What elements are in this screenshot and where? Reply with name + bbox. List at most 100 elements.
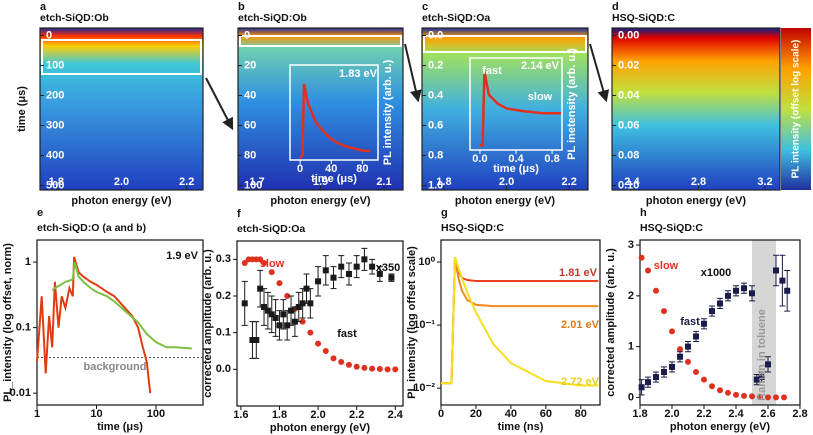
- data-line: [51, 261, 192, 350]
- marker: [299, 300, 306, 307]
- marker: [322, 267, 329, 274]
- plot-frame: [36, 239, 204, 406]
- panel-title: etch-SiQD:Oa: [237, 223, 305, 235]
- x-tick-label: 2.0: [310, 409, 325, 421]
- x-tick-label: 0.4: [508, 153, 524, 165]
- panel-title: etch-SiQD:Ob: [238, 12, 307, 24]
- x-tick-label: 2.1: [376, 176, 391, 188]
- marker: [330, 355, 337, 362]
- x-tick-label: 1.7: [249, 176, 264, 188]
- panel-letter: h: [640, 207, 647, 219]
- marker: [701, 376, 707, 383]
- x-tick-label: 0.8: [544, 153, 559, 165]
- y-tick-label: 0: [46, 29, 52, 41]
- panel-letter: a: [40, 1, 47, 13]
- y-tick-label: 10⁻²: [413, 382, 435, 394]
- x-tick-label: 2.2: [562, 176, 577, 188]
- marker: [338, 263, 345, 270]
- y-tick-label: 40: [244, 89, 256, 101]
- y-tick-label: 0.2: [216, 290, 231, 302]
- panel-letter: c: [422, 1, 428, 13]
- annotation: fast: [337, 328, 357, 340]
- marker: [661, 369, 667, 375]
- annotation: slow: [528, 91, 553, 103]
- marker: [677, 346, 683, 353]
- annotation: slow: [654, 260, 679, 272]
- marker: [284, 293, 291, 299]
- marker: [653, 374, 659, 381]
- x-tick-label: 3.2: [757, 176, 772, 188]
- x-tick-label: 1: [34, 408, 40, 420]
- marker: [645, 379, 651, 386]
- x-tick-label: 1.8: [49, 176, 64, 188]
- annotation: 2.01 eV: [561, 319, 600, 331]
- marker: [669, 363, 675, 370]
- y-tick-label: 0: [244, 29, 250, 41]
- marker: [276, 280, 283, 287]
- heatmap: [40, 28, 203, 190]
- marker: [717, 387, 723, 394]
- y-axis-label: PL intensity (arb. u.): [382, 59, 394, 165]
- y-tick-label: 1: [628, 341, 634, 353]
- x-axis-label: time (μs): [97, 421, 143, 433]
- marker: [261, 304, 268, 310]
- marker: [253, 337, 260, 343]
- y-tick-label: 300: [46, 119, 64, 131]
- x-tick-label: 2.4: [388, 409, 404, 421]
- y-tick-label: 400: [46, 149, 64, 161]
- colorbar: [781, 28, 811, 190]
- plot-frame: [236, 240, 404, 407]
- x-tick-label: 1.9: [313, 176, 328, 188]
- x-tick-label: 1.8: [632, 408, 647, 420]
- x-tick-label: 2.4: [728, 408, 744, 420]
- marker: [685, 343, 691, 350]
- marker: [388, 274, 395, 281]
- y-tick-label: 60: [244, 119, 256, 131]
- data-line: [479, 71, 562, 147]
- marker: [257, 256, 264, 263]
- marker: [645, 267, 651, 274]
- marker: [291, 318, 298, 325]
- marker: [753, 376, 760, 383]
- x-tick-label: 80: [575, 408, 587, 420]
- y-tick-label: 3: [628, 239, 634, 251]
- marker: [725, 292, 731, 299]
- marker: [280, 311, 287, 318]
- marker: [638, 384, 645, 391]
- marker: [765, 394, 771, 401]
- marker: [376, 271, 383, 277]
- y-axis-label: corrected amplitude (arb. u.): [202, 249, 214, 398]
- plot-frame: [421, 27, 589, 191]
- y-tick-label: 200: [46, 89, 64, 101]
- x-tick-label: 0.0: [472, 153, 487, 165]
- marker: [307, 329, 314, 336]
- marker: [276, 322, 283, 329]
- marker: [669, 328, 675, 335]
- panel-title: HSQ-SiQD:C: [441, 222, 504, 234]
- y-tick-label: 0: [628, 391, 634, 403]
- marker: [758, 374, 765, 381]
- marker: [284, 322, 291, 329]
- y-tick-label: 0.0: [428, 29, 443, 41]
- marker: [384, 366, 391, 373]
- x-axis-label: time (μs): [311, 173, 357, 185]
- y-tick-label: 0.2: [428, 59, 443, 71]
- x-tick-label: 80: [356, 163, 368, 175]
- marker: [685, 358, 691, 365]
- x-tick-label: 0: [297, 163, 303, 175]
- x-tick-label: 40: [325, 163, 337, 175]
- heatmap: [612, 28, 780, 190]
- highlight-box: [239, 35, 402, 47]
- marker: [315, 340, 322, 347]
- annotation: Raman in toluene: [756, 309, 768, 401]
- marker: [653, 287, 659, 294]
- plot-frame: [639, 239, 801, 406]
- y-tick-label: 0.08: [618, 149, 639, 161]
- x-tick-label: 60: [540, 408, 552, 420]
- y-tick-label: 500: [46, 179, 64, 191]
- x-tick-label: 2.2: [696, 408, 711, 420]
- annotation: x1000: [701, 267, 732, 279]
- marker: [268, 311, 275, 318]
- heatmap: [422, 28, 588, 190]
